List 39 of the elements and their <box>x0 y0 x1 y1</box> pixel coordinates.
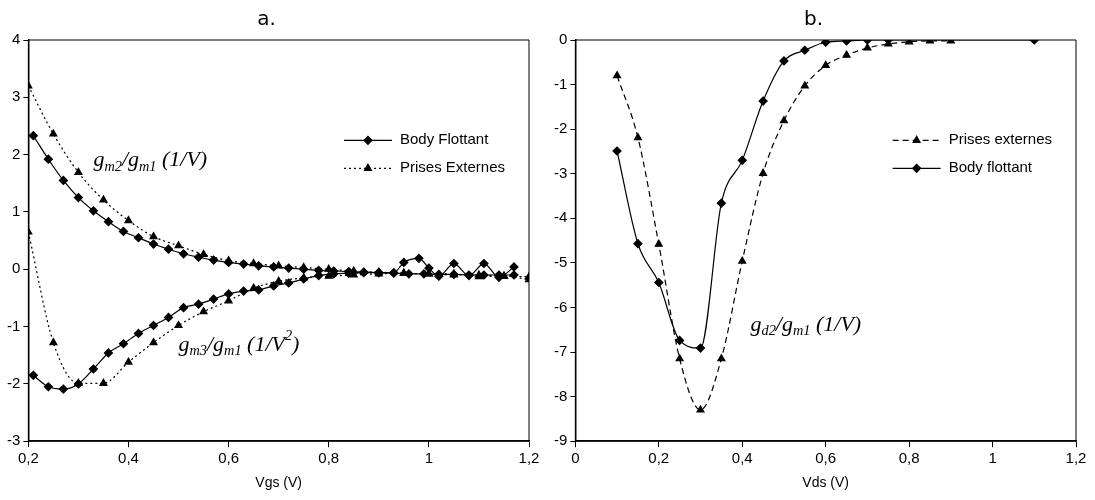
x-tick-label: 0,8 <box>898 449 920 467</box>
y-tick-label: -9 <box>553 431 568 449</box>
x-tick-label: 1 <box>988 449 997 467</box>
y-tick-label: 2 <box>11 144 21 162</box>
y-tick-label: 1 <box>11 202 21 220</box>
x-tick-label: 0,4 <box>731 449 753 467</box>
x-tick-label: 1 <box>424 449 434 467</box>
y-tick-label: -6 <box>553 297 568 315</box>
y-tick-label: -4 <box>553 208 568 226</box>
y-tick-label: -8 <box>553 386 568 404</box>
y-tick-label: 0 <box>11 259 21 277</box>
y-tick-label: -2 <box>553 119 568 137</box>
x-tick-label: 0,2 <box>17 449 39 467</box>
x-tick-label: 0,6 <box>218 449 240 467</box>
y-tick-label: -5 <box>553 253 568 271</box>
y-tick-label: -2 <box>6 374 21 392</box>
x-tick-label: 0,2 <box>648 449 670 467</box>
y-tick-label: 4 <box>11 30 21 48</box>
legend-label: Prises externes <box>948 130 1052 148</box>
chart-title: b. <box>803 6 824 31</box>
y-tick-label: -3 <box>553 163 568 181</box>
x-tick-label: 0,4 <box>118 449 139 467</box>
y-tick-label: 0 <box>558 30 568 48</box>
legend-label: Prises Externes <box>399 158 506 176</box>
legend-label: Body Flottant <box>399 130 490 148</box>
y-tick-label: -1 <box>553 74 568 92</box>
y-tick-label: 3 <box>11 87 21 105</box>
x-axis-title: Vgs (V) <box>255 474 303 491</box>
x-tick-label: 1,2 <box>518 449 540 467</box>
x-tick-label: 1,2 <box>1065 449 1087 467</box>
x-axis-title: Vds (V) <box>802 474 850 491</box>
x-tick-label: 0,6 <box>815 449 837 467</box>
x-tick-label: 0 <box>571 449 580 467</box>
legend-label: Body flottant <box>948 158 1033 176</box>
y-tick-label: -1 <box>6 316 21 334</box>
chart-title: a. <box>257 6 276 31</box>
y-tick-label: -7 <box>553 342 568 360</box>
x-tick-label: 0,8 <box>318 449 340 467</box>
y-tick-label: -3 <box>6 431 21 449</box>
